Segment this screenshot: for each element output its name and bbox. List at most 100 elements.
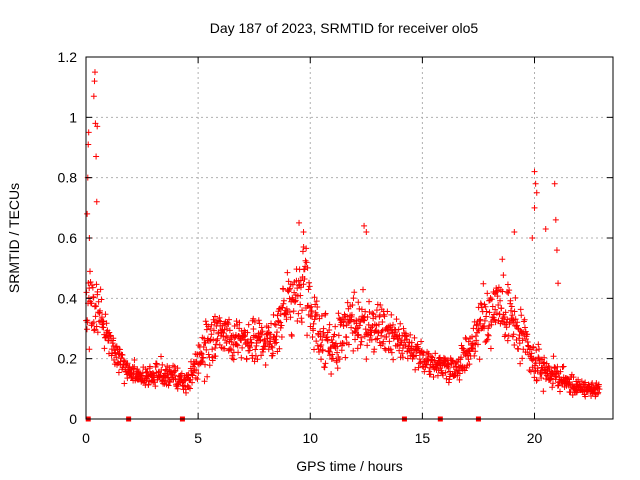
data-point [90,319,97,326]
data-point [212,353,219,360]
data-point [330,355,337,362]
data-point [103,320,110,327]
data-point [202,361,209,368]
data-point [328,370,335,377]
data-point [415,364,422,371]
data-point [97,286,104,293]
data-point [298,315,305,322]
data-point [551,180,558,187]
data-point [306,279,313,286]
data-point [395,326,402,333]
data-point [335,332,342,339]
data-point [116,346,123,353]
data-point [532,356,539,363]
data-point [511,308,518,315]
data-point [321,364,328,371]
data-point [504,281,511,288]
data-point [98,296,105,303]
data-point [555,280,562,287]
data-point [146,363,153,370]
data-point [470,340,477,347]
data-point [493,288,500,295]
x-tick-label: 0 [82,430,90,446]
data-point [267,338,274,345]
data-point [204,373,211,380]
data-point [390,356,397,363]
data-point [369,310,376,317]
data-point [200,354,207,361]
data-point [189,379,196,386]
data-point [588,381,595,388]
data-point [399,354,406,361]
data-point [300,281,307,288]
data-point [518,312,525,319]
data-point [238,337,245,344]
data-point [535,355,542,362]
data-point [254,356,261,363]
data-point [221,345,228,352]
data-point [283,305,290,312]
data-point [214,335,221,342]
data-point [271,340,278,347]
data-point [300,243,307,250]
data-point [392,327,399,334]
data-point [156,373,163,380]
data-point [432,350,439,357]
data-point [415,343,422,350]
data-point [230,356,237,363]
data-point [206,362,213,369]
data-point [465,338,472,345]
data-point [472,348,479,355]
data-point [386,338,393,345]
data-point [286,285,293,292]
data-point [207,325,214,332]
data-point [388,311,395,318]
data-point [94,123,101,130]
data-point [502,331,509,338]
data-point [400,325,407,332]
data-point [427,371,434,378]
data-point [270,311,277,318]
data-point [381,313,388,320]
data-point [326,321,333,328]
data-point [89,284,96,291]
data-point [257,336,264,343]
data-point [552,376,559,383]
data-point [504,337,511,344]
data-point [552,216,559,223]
data-point [313,338,320,345]
data-point [363,356,370,363]
data-point [345,341,352,348]
data-point [334,343,341,350]
data-point [320,325,327,332]
data-point [384,308,391,315]
data-point [403,336,410,343]
data-point [379,318,386,325]
data-point [91,69,98,76]
data-point [93,198,100,205]
data-point [408,339,415,346]
data-point [420,349,427,356]
data-point [350,295,357,302]
data-point [203,326,210,333]
data-point [299,248,306,255]
data-point [198,359,205,366]
data-point [387,346,394,353]
data-point [488,321,495,328]
data-point [92,120,99,127]
data-point [317,333,324,340]
data-point [205,351,212,358]
data-point [412,366,419,373]
data-point [553,247,560,254]
data-point [209,346,216,353]
data-point [247,344,254,351]
data-point [115,350,122,357]
data-point [481,317,488,324]
data-point [197,350,204,357]
data-point [334,349,341,356]
data-point [271,321,278,328]
data-point [91,78,98,85]
data-point [252,346,259,353]
data-point [303,245,310,252]
data-point [387,322,394,329]
